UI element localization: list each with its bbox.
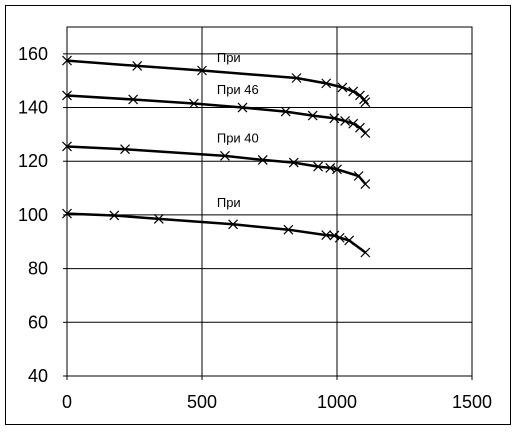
- data-point-marker: [344, 235, 355, 246]
- data-point-marker: [321, 230, 332, 240]
- data-point-marker: [340, 116, 351, 126]
- data-point-marker: [62, 55, 72, 66]
- data-point-marker: [237, 102, 248, 113]
- data-point-marker: [280, 106, 291, 117]
- data-point-marker: [109, 210, 120, 221]
- data-point-marker: [334, 232, 345, 243]
- data-point-marker: [197, 65, 207, 76]
- series-annotation: При 40: [217, 130, 259, 145]
- data-point-marker: [120, 144, 130, 155]
- data-point-marker: [291, 73, 302, 83]
- data-point-marker: [321, 78, 332, 89]
- plot-area: [66, 26, 473, 377]
- data-point-marker: [329, 230, 340, 241]
- data-point-marker: [348, 86, 359, 97]
- series-line-2: [66, 94, 367, 134]
- y-tick-label: 100: [18, 205, 48, 225]
- data-point-marker: [360, 128, 371, 138]
- data-point-marker: [228, 219, 238, 230]
- data-point-marker: [332, 164, 342, 175]
- series-line-3: [66, 145, 367, 185]
- y-tick-label: 40: [28, 366, 48, 386]
- series-annotation: При: [217, 195, 241, 210]
- data-point-marker: [360, 179, 371, 189]
- data-point-marker: [128, 94, 139, 105]
- y-tick-label: 80: [28, 259, 48, 279]
- data-point-marker: [62, 90, 72, 101]
- data-point-marker: [329, 113, 340, 124]
- series-line-4: [66, 212, 367, 254]
- data-point-marker: [257, 154, 268, 165]
- data-point-marker: [62, 208, 72, 219]
- data-point-marker: [359, 94, 369, 105]
- y-tick-label: 160: [18, 44, 48, 64]
- x-tick-label: 0: [62, 392, 72, 412]
- data-point-marker: [132, 61, 143, 71]
- data-point-marker: [188, 98, 199, 109]
- data-point-marker: [360, 247, 371, 258]
- data-point-marker: [348, 118, 359, 129]
- y-tick-label: 140: [18, 98, 48, 118]
- x-tick-label: 1500: [452, 392, 492, 412]
- data-point-marker: [360, 97, 371, 108]
- data-point-marker: [62, 141, 72, 152]
- data-point-marker: [288, 157, 299, 168]
- series-annotation: При 46: [217, 82, 259, 97]
- data-point-marker: [307, 110, 318, 121]
- chart-frame: [5, 5, 511, 425]
- x-tick-label: 1000: [317, 392, 357, 412]
- y-tick-label: 120: [18, 151, 48, 171]
- data-point-marker: [220, 150, 230, 161]
- series-annotation: При: [217, 50, 241, 65]
- data-point-marker: [153, 214, 164, 224]
- data-point-marker: [353, 171, 364, 181]
- data-point-marker: [337, 82, 348, 93]
- data-point-marker: [313, 161, 324, 172]
- y-tick-label: 60: [28, 312, 48, 332]
- data-point-marker: [283, 224, 294, 235]
- x-tick-label: 500: [187, 392, 217, 412]
